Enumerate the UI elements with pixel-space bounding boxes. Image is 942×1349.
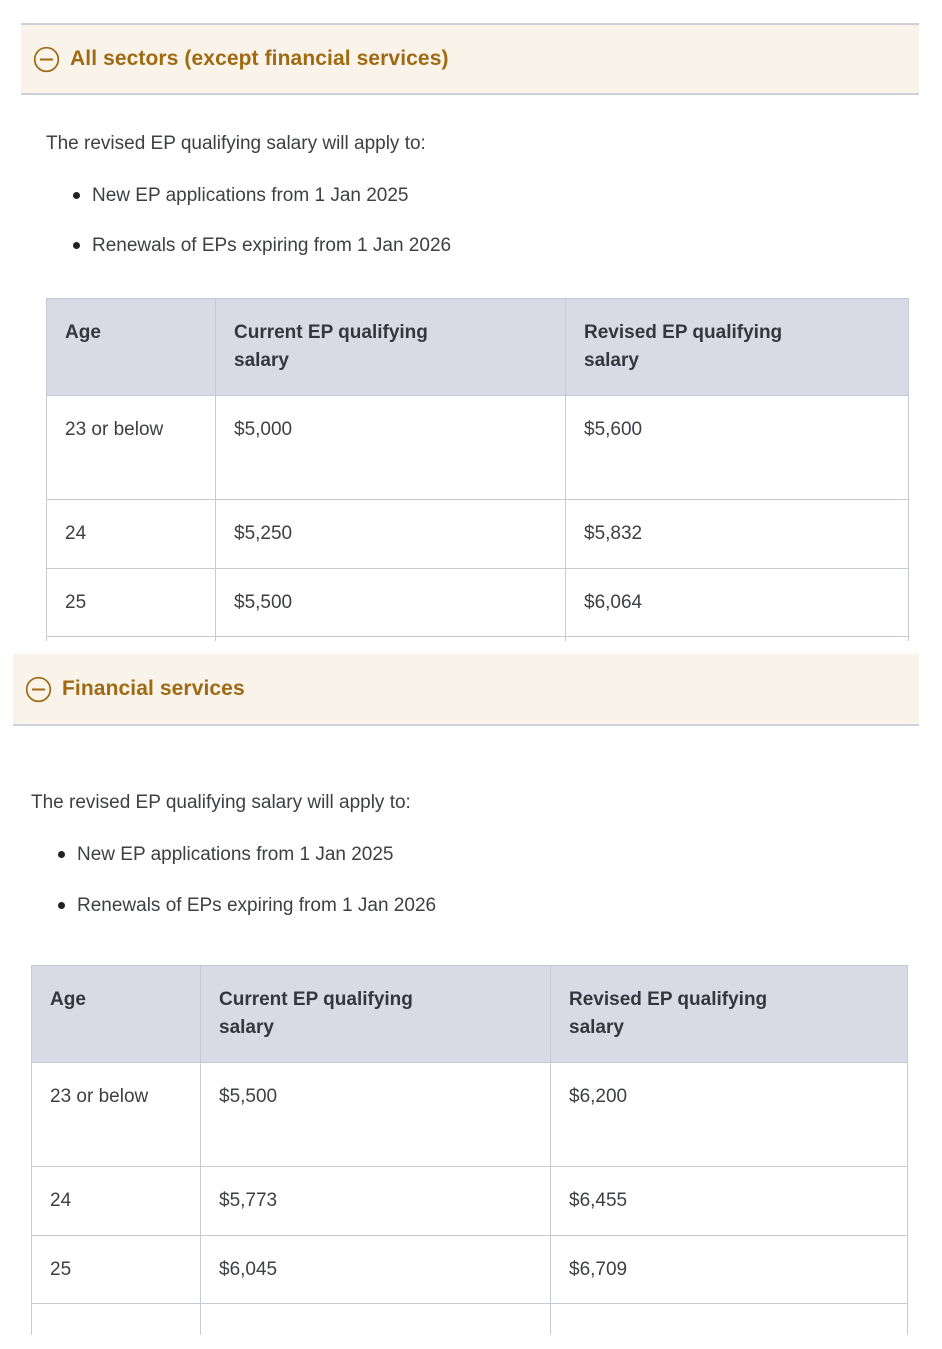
cell-revised-salary: $5,832 — [565, 499, 909, 569]
accordion-body: The revised EP qualifying salary will ap… — [46, 131, 909, 642]
column-header-text: Revised EP qualifying salary — [569, 989, 768, 1038]
column-header-age: Age — [31, 965, 201, 1064]
bullet-icon — [73, 242, 80, 250]
cell-age — [31, 1303, 201, 1336]
cell-age: 23 or below — [31, 1062, 201, 1168]
cell-revised-salary: $6,064 — [565, 567, 909, 638]
salary-table: Age Current EP qualifying salary Revised… — [31, 965, 908, 1336]
bullet-icon — [58, 850, 65, 858]
cell-current-salary: $5,773 — [200, 1166, 551, 1236]
bullet-list: New EP applications from 1 Jan 2025 Rene… — [31, 843, 908, 918]
cell-current-salary: $5,500 — [215, 567, 566, 638]
cell-revised-salary — [565, 636, 909, 642]
bullet-icon — [58, 901, 65, 909]
bullet-text: Renewals of EPs expiring from 1 Jan 2026 — [77, 894, 437, 916]
cell-age: 24 — [46, 499, 216, 569]
cell-age: 24 — [31, 1166, 201, 1236]
salary-table-viewport: Age Current EP qualifying salary Revised… — [46, 298, 909, 642]
column-header-text: Age — [50, 989, 86, 1011]
column-header-text: Age — [65, 322, 101, 344]
cell-age: 23 or below — [46, 395, 216, 501]
cell-age: 25 — [31, 1234, 201, 1305]
list-item: New EP applications from 1 Jan 2025 — [46, 184, 909, 208]
table-row-clipped — [31, 1303, 908, 1336]
cell-revised-salary: $6,455 — [550, 1166, 908, 1236]
bullet-list: New EP applications from 1 Jan 2025 Rene… — [46, 184, 909, 259]
list-item: Renewals of EPs expiring from 1 Jan 2026 — [31, 894, 908, 918]
table-row: 24 $5,773 $6,455 — [31, 1166, 908, 1236]
cell-revised-salary: $6,200 — [550, 1062, 908, 1168]
accordion-section-all-sectors: All sectors (except financial services) … — [0, 23, 942, 642]
bullet-text: New EP applications from 1 Jan 2025 — [92, 184, 409, 206]
cell-current-salary: $5,250 — [215, 499, 566, 569]
accordion-section-financial-services: Financial services The revised EP qualif… — [0, 654, 942, 1336]
table-header-row: Age Current EP qualifying salary Revised… — [46, 298, 909, 397]
cell-age: 25 — [46, 567, 216, 638]
list-item: Renewals of EPs expiring from 1 Jan 2026 — [46, 234, 909, 258]
cell-current-salary: $6,045 — [200, 1234, 551, 1305]
salary-table-viewport: Age Current EP qualifying salary Revised… — [31, 965, 908, 1336]
column-header-revised-salary: Revised EP qualifying salary — [565, 298, 909, 397]
bullet-icon — [73, 191, 80, 199]
column-header-text: Revised EP qualifying salary — [584, 322, 783, 371]
cell-revised-salary — [550, 1303, 908, 1336]
column-header-current-salary: Current EP qualifying salary — [215, 298, 566, 397]
column-header-text: Current EP qualifying salary — [234, 322, 428, 371]
column-header-text: Current EP qualifying salary — [219, 989, 413, 1038]
cell-current-salary: $5,500 — [200, 1062, 551, 1168]
cell-current-salary: $5,000 — [215, 395, 566, 501]
accordion-title: All sectors (except financial services) — [70, 47, 449, 70]
table-header-row: Age Current EP qualifying salary Revised… — [31, 965, 908, 1064]
bullet-text: New EP applications from 1 Jan 2025 — [77, 843, 394, 865]
cell-revised-salary: $5,600 — [565, 395, 909, 501]
accordion-body: The revised EP qualifying salary will ap… — [31, 790, 908, 1336]
intro-text: The revised EP qualifying salary will ap… — [31, 792, 411, 814]
accordion-header-all-sectors[interactable]: All sectors (except financial services) — [21, 23, 919, 95]
bullet-text: Renewals of EPs expiring from 1 Jan 2026 — [92, 235, 452, 257]
column-header-age: Age — [46, 298, 216, 397]
column-header-current-salary: Current EP qualifying salary — [200, 965, 551, 1064]
cell-current-salary — [215, 636, 566, 642]
table-row: 25 $5,500 $6,064 — [46, 567, 909, 638]
table-row: 23 or below $5,000 $5,600 — [46, 395, 909, 501]
cell-revised-salary: $6,709 — [550, 1234, 908, 1305]
cell-age — [46, 636, 216, 642]
column-header-revised-salary: Revised EP qualifying salary — [550, 965, 908, 1064]
table-row: 24 $5,250 $5,832 — [46, 499, 909, 569]
intro-text: The revised EP qualifying salary will ap… — [46, 133, 426, 154]
salary-table: Age Current EP qualifying salary Revised… — [46, 298, 909, 642]
table-row: 25 $6,045 $6,709 — [31, 1234, 908, 1305]
table-row-clipped — [46, 636, 909, 642]
list-item: New EP applications from 1 Jan 2025 — [31, 843, 908, 867]
cell-current-salary — [200, 1303, 551, 1336]
accordion-title: Financial services — [62, 677, 245, 701]
minus-circle-icon — [25, 676, 52, 703]
minus-circle-icon — [33, 46, 60, 73]
table-row: 23 or below $5,500 $6,200 — [31, 1062, 908, 1168]
accordion-header-financial-services[interactable]: Financial services — [13, 654, 919, 727]
